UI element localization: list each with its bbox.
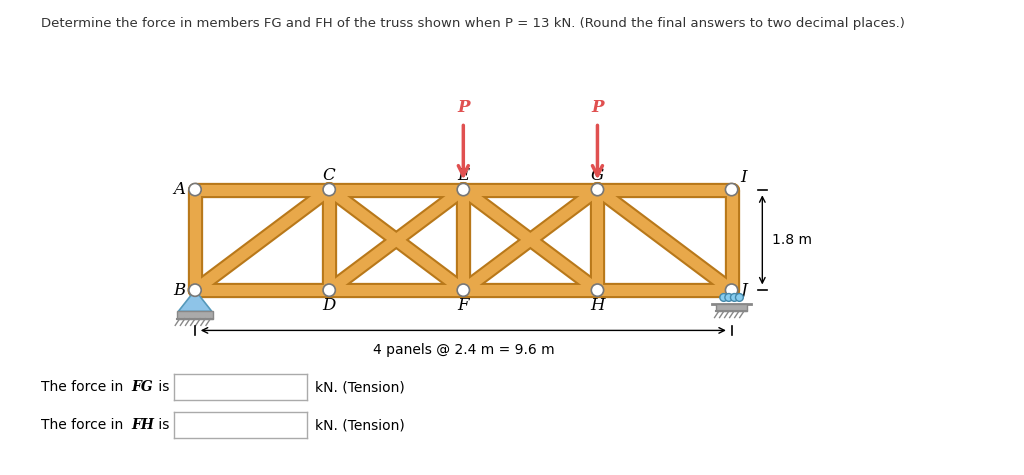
Circle shape (725, 284, 737, 296)
Circle shape (725, 294, 733, 301)
Circle shape (188, 284, 201, 296)
Text: FG: FG (131, 380, 153, 394)
Text: H: H (590, 297, 605, 314)
Circle shape (591, 284, 603, 296)
Text: I: I (740, 169, 748, 186)
Text: 4 panels @ 2.4 m = 9.6 m: 4 panels @ 2.4 m = 9.6 m (373, 342, 554, 357)
Circle shape (720, 294, 728, 301)
Circle shape (457, 183, 469, 196)
Text: is: is (154, 380, 169, 394)
Text: is: is (154, 418, 169, 432)
Text: B: B (173, 282, 185, 299)
Text: F: F (458, 297, 469, 314)
Circle shape (591, 183, 603, 196)
Circle shape (725, 183, 737, 196)
Text: D: D (323, 297, 336, 314)
Circle shape (323, 284, 335, 296)
Text: P: P (457, 99, 470, 116)
Text: The force in: The force in (41, 418, 128, 432)
Circle shape (735, 294, 743, 301)
Bar (716, 304, 746, 311)
Text: FH: FH (131, 418, 154, 432)
Text: kN. (Tension): kN. (Tension) (315, 380, 406, 394)
Text: 1.8 m: 1.8 m (772, 233, 812, 247)
Text: G: G (591, 167, 604, 184)
Circle shape (188, 183, 201, 196)
Text: P: P (591, 99, 604, 116)
Circle shape (323, 183, 335, 196)
Bar (177, 312, 213, 319)
Circle shape (730, 294, 738, 301)
Circle shape (457, 284, 469, 296)
Text: kN. (Tension): kN. (Tension) (315, 418, 406, 432)
Text: The force in: The force in (41, 380, 128, 394)
Text: C: C (323, 167, 336, 184)
Text: J: J (740, 282, 748, 299)
Polygon shape (178, 290, 212, 312)
Text: A: A (173, 181, 185, 198)
Text: E: E (458, 167, 469, 184)
Text: Determine the force in members FG and FH of the truss shown when P = 13 kN. (Rou: Determine the force in members FG and FH… (41, 17, 905, 29)
